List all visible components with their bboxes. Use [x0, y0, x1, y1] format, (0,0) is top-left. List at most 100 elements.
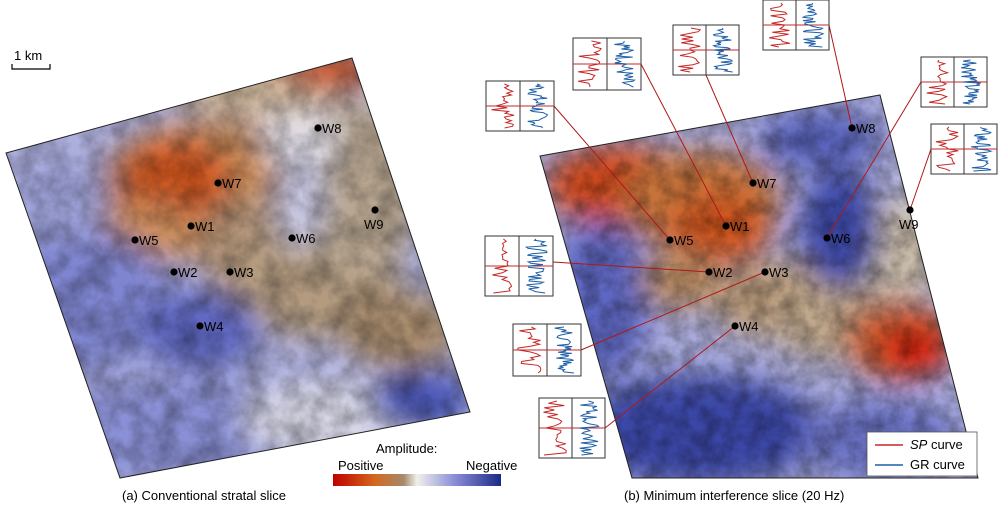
well-marker-b: W1: [722, 219, 750, 234]
well-dot: [214, 179, 222, 187]
well-dot: [761, 268, 769, 276]
log-inset: [485, 80, 555, 132]
legend-box: [866, 431, 978, 477]
well-label: W7: [222, 176, 242, 191]
caption-panel-b: (b) Minimum interference slice (20 Hz): [624, 488, 845, 503]
connector-line: [553, 105, 671, 241]
log-inset: [572, 37, 642, 91]
connector-line: [604, 325, 736, 429]
connector-line: [580, 271, 766, 351]
well-marker-a: W5: [131, 233, 159, 248]
well-dot: [848, 124, 856, 132]
gr-curve: [527, 83, 549, 129]
well-marker-b: W5: [666, 233, 694, 248]
colorbar-positive-label: Positive: [338, 458, 384, 473]
well-label: W2: [178, 265, 198, 280]
log-inset: [762, 0, 830, 51]
well-marker-b: W9: [899, 206, 919, 232]
well-label: W5: [674, 233, 694, 248]
well-label: W3: [234, 265, 254, 280]
log-inset: [538, 397, 606, 459]
well-label: W4: [739, 319, 759, 334]
well-dot: [371, 206, 379, 214]
wells-panel-a: W1 W2 W3 W4 W5 W6 W7 W8 W9: [131, 121, 384, 334]
well-marker-a: W7: [214, 176, 242, 191]
well-marker-b: W2: [705, 265, 733, 280]
scale-bar-label: 1 km: [14, 48, 42, 63]
sp-curve: [769, 2, 791, 48]
legend-gr-label: GR curve: [910, 457, 965, 472]
well-label: W1: [730, 219, 750, 234]
well-marker-a: W4: [196, 319, 224, 334]
legend-sp-label: SP curve: [910, 437, 963, 452]
connector-line: [640, 63, 727, 227]
well-marker-a: W2: [170, 265, 198, 280]
connector-line: [828, 24, 853, 129]
gr-curve: [524, 238, 548, 294]
log-insets: [484, 0, 998, 459]
log-inset: [512, 323, 582, 377]
well-label: W8: [856, 121, 876, 136]
gr-curve: [961, 59, 981, 105]
well-marker-b: W8: [848, 121, 876, 136]
gr-curve: [554, 326, 575, 374]
well-dot: [226, 268, 234, 276]
well-dot: [666, 236, 674, 244]
well-marker-b: W3: [761, 265, 789, 280]
well-dot: [906, 206, 914, 214]
well-dot: [722, 222, 730, 230]
sp-curve: [517, 326, 542, 374]
sp-curve: [543, 400, 567, 456]
scale-bar-line: [11, 64, 51, 70]
well-label: W5: [139, 233, 159, 248]
gr-curve: [801, 2, 825, 48]
sp-curve: [935, 126, 959, 172]
log-legend: SP curve GR curve: [866, 431, 978, 477]
scale-bar: 1 km: [11, 48, 51, 70]
connector-line: [705, 74, 754, 184]
well-label: W6: [831, 231, 851, 246]
sp-curve: [926, 59, 950, 105]
well-marker-b: W6: [823, 231, 851, 246]
well-marker-a: W9: [364, 206, 384, 232]
log-inset: [672, 24, 740, 76]
connector-line: [826, 81, 922, 239]
well-dot: [187, 222, 195, 230]
gr-curve: [971, 126, 993, 172]
connector-line: [909, 148, 932, 211]
wells-panel-b: W1 W2 W3 W4 W5 W6 W7 W8 W9: [666, 121, 919, 334]
gr-curve: [712, 27, 734, 73]
sp-curve: [678, 27, 702, 73]
well-marker-a: W1: [187, 219, 215, 234]
well-marker-a: W3: [226, 265, 254, 280]
well-dot: [731, 322, 739, 330]
well-dot: [288, 234, 296, 242]
colorbar-title: Amplitude:: [376, 441, 437, 456]
connector-lines: [552, 24, 932, 429]
well-marker-b: W7: [749, 176, 777, 191]
well-marker-a: W8: [314, 121, 342, 136]
sp-curve: [578, 40, 602, 88]
caption-panel-a: (a) Conventional stratal slice: [122, 488, 287, 503]
gr-curve: [579, 400, 600, 456]
well-dot: [705, 268, 713, 276]
well-marker-a: W6: [288, 231, 316, 246]
well-dot: [314, 124, 322, 132]
well-dot: [749, 179, 757, 187]
well-label: W9: [899, 217, 919, 232]
well-label: W6: [296, 231, 316, 246]
log-inset: [920, 56, 988, 108]
sp-curve: [491, 83, 515, 129]
gr-curve: [614, 40, 636, 88]
colorbar-negative-label: Negative: [466, 458, 517, 473]
connector-line: [552, 261, 710, 273]
well-marker-b: W4: [731, 319, 759, 334]
well-dot: [170, 268, 178, 276]
sp-curve: [492, 238, 513, 294]
log-inset: [930, 123, 998, 175]
well-label: W4: [204, 319, 224, 334]
well-label: W8: [322, 121, 342, 136]
well-dot: [823, 234, 831, 242]
